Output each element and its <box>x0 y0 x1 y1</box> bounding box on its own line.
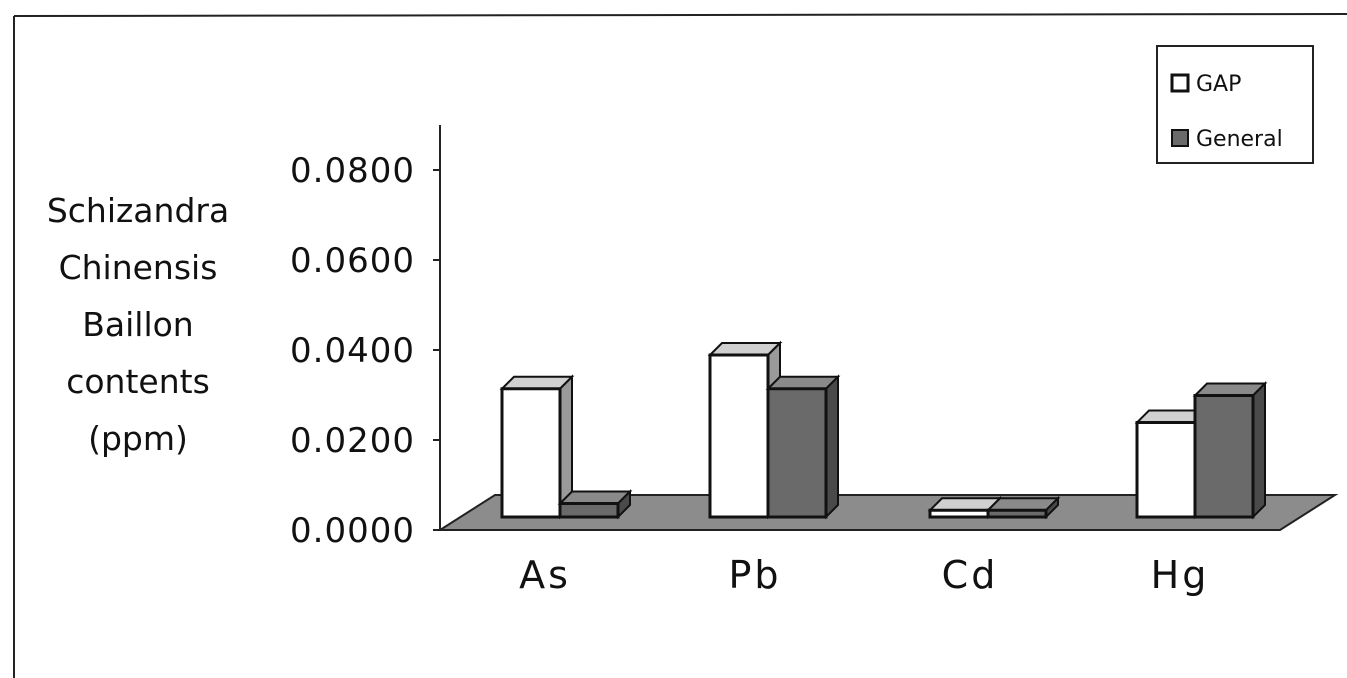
ylabel-line: Schizandra <box>47 191 229 230</box>
y-ticks: 0.0000 0.0200 0.0400 0.0600 0.0800 <box>290 151 440 551</box>
y-tick-label: 0.0600 <box>290 241 415 281</box>
bar-general-pb <box>765 374 841 520</box>
legend-label-gap: GAP <box>1196 72 1241 97</box>
legend-swatch-gap <box>1170 73 1190 93</box>
ylabel-line: contents <box>66 362 210 401</box>
bar-gap-as <box>499 374 575 520</box>
y-tick-label: 0.0200 <box>290 421 415 461</box>
bar-group <box>499 340 1268 520</box>
bar-general-as <box>557 489 633 520</box>
y-tick-label: 0.0800 <box>290 151 415 191</box>
ylabel-line: (ppm) <box>88 419 188 458</box>
y-tick-label: 0.0400 <box>290 331 415 371</box>
ylabel-line: Baillon <box>82 305 193 344</box>
category-label: Hg <box>1151 553 1210 597</box>
bar-general-hg <box>1192 381 1268 520</box>
y-tick-label: 0.0000 <box>290 511 415 551</box>
frame-top <box>13 13 1347 17</box>
category-label: As <box>519 553 571 597</box>
category-labels: As Pb Cd Hg <box>519 553 1210 597</box>
y-axis-label: Schizandra Chinensis Baillon contents (p… <box>47 191 229 458</box>
legend-label-general: General <box>1196 127 1283 152</box>
bar-general-cd <box>985 495 1061 520</box>
chart-floor <box>436 494 1339 531</box>
ylabel-line: Chinensis <box>59 248 218 287</box>
category-label: Pb <box>728 553 781 597</box>
legend: GAP General <box>1156 45 1314 164</box>
category-label: Cd <box>942 553 999 597</box>
legend-swatch-general <box>1171 129 1189 147</box>
